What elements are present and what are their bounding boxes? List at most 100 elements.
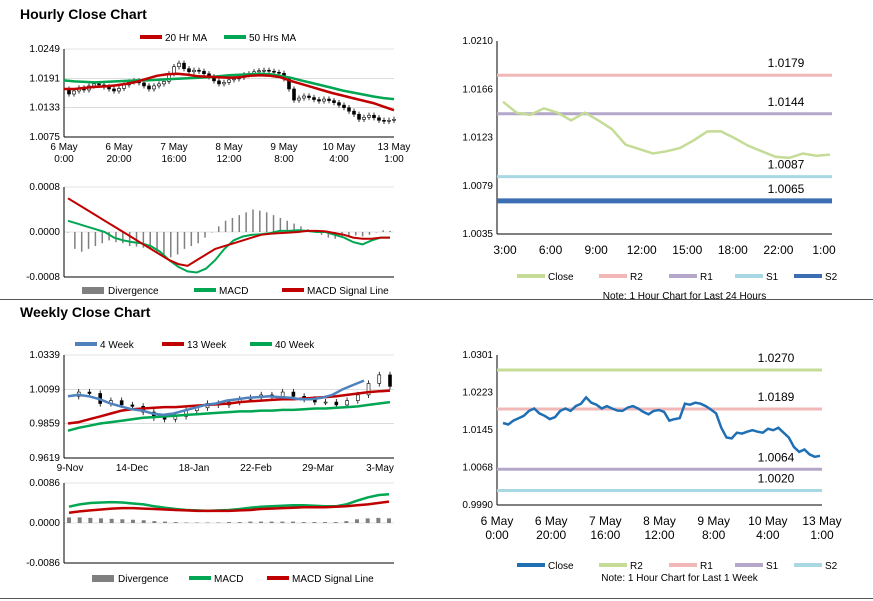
hourly-pivots-x-label: 9:00	[584, 243, 608, 257]
hourly-price-candle	[227, 79, 231, 83]
hourly-price-candle	[337, 102, 341, 106]
hourly-price-candle	[332, 100, 336, 103]
hourly-price-y-tick-label: 1.0075	[29, 132, 60, 143]
weekly-price-candle	[355, 394, 360, 401]
weekly-price-x-label: 9-Nov	[57, 463, 84, 474]
hourly-divergence-bar	[389, 230, 391, 232]
weekly-divergence-bar	[344, 521, 349, 523]
hourly-price-candle	[112, 88, 116, 92]
hourly-price-x-label: 1:00	[384, 154, 404, 165]
weekly-divergence-bar	[77, 517, 82, 523]
weekly-legend-signal-label: MACD Signal Line	[292, 574, 374, 585]
weekly-macd-y-tick-label: 0.0086	[29, 478, 60, 489]
hourly-divergence-bar	[238, 215, 241, 232]
hourly-price-candle	[202, 70, 206, 75]
hourly-price-y-tick-label: 1.0249	[29, 44, 60, 55]
weekly-pivots-note: Note: 1 Hour Chart for Last 1 Week	[601, 573, 759, 584]
weekly-price-candle	[119, 400, 124, 406]
hourly-divergence-bar	[87, 232, 90, 249]
hourly-legend-signal-label: MACD Signal Line	[307, 286, 389, 297]
weekly-divergence-bar	[301, 522, 306, 523]
hourly-price-x-label: 7 May	[160, 142, 187, 153]
hourly-price-candle	[357, 113, 361, 120]
weekly-divergence-bar	[333, 522, 338, 523]
weekly-pivots-x-label: 4:00	[756, 528, 780, 542]
hourly-divergence-bar	[265, 212, 268, 232]
hourly-pivots-x-label: 15:00	[672, 243, 702, 257]
hourly-20hr-ma-line	[64, 72, 395, 112]
weekly-pivots-y-tick-label: 1.0301	[462, 350, 493, 361]
hourly-pivots-y-tick-label: 1.0123	[462, 133, 493, 144]
weekly-pivots-legend-s1-label: S1	[766, 561, 779, 572]
hourly-price-candle	[267, 69, 271, 72]
hourly-price-candle	[192, 69, 196, 73]
weekly-divergence-bar	[312, 522, 317, 523]
hourly-price-x-label: 16:00	[161, 154, 186, 165]
weekly-price-candle	[388, 374, 392, 387]
hourly-divergence-bar	[368, 232, 371, 235]
hourly-price-x-label: 10 May	[323, 142, 356, 153]
weekly-price-candle	[377, 374, 382, 384]
weekly-pivots-x-label: 1:00	[810, 528, 834, 542]
weekly-divergence-bar	[227, 522, 231, 523]
hourly-pivots-x-label: 6:00	[539, 243, 563, 257]
hourly-divergence-bar	[259, 210, 261, 232]
hourly-price-candle	[257, 70, 261, 73]
hourly-price-x-label: 13 May	[378, 142, 411, 153]
bottom-divider	[0, 598, 873, 599]
hourly-pivots-level-label-s1: 1.0087	[768, 158, 805, 172]
hourly-price-candle	[72, 90, 76, 95]
hourly-price-candle	[317, 99, 321, 102]
weekly-divergence-bar	[120, 519, 125, 523]
hourly-divergence-bar	[217, 226, 220, 232]
hourly-pivots-level-label-r1: 1.0144	[768, 95, 805, 109]
weekly-pivots-y-tick-label: 1.0145	[462, 425, 493, 436]
hourly-divergence-bar	[300, 226, 302, 232]
hourly-price-candle	[92, 83, 96, 87]
hourly-price-candle	[312, 97, 316, 100]
hourly-price-candle	[392, 118, 396, 121]
hourly-price-candle	[292, 88, 296, 101]
weekly-legend-divergence-label: Divergence	[118, 574, 169, 585]
weekly-divergence-bar	[131, 519, 135, 523]
weekly-divergence-bar	[248, 521, 253, 523]
weekly-divergence-bar	[237, 522, 242, 523]
weekly-divergence-bar	[365, 518, 370, 523]
hourly-divergence-bar	[149, 232, 151, 249]
weekly-price-candle	[366, 383, 371, 396]
hourly-divergence-bar	[252, 209, 254, 232]
hourly-price-candle	[377, 117, 381, 121]
weekly-divergence-bar	[259, 521, 263, 523]
hourly-divergence-bar	[108, 232, 110, 241]
weekly-divergence-bar	[355, 519, 359, 523]
hourly-divergence-bar	[204, 232, 206, 238]
hourly-price-candle	[152, 85, 156, 90]
hourly-pivots-legend-r1-label: R1	[700, 272, 713, 283]
weekly-pivots-level-label-s2: 1.0020	[758, 472, 795, 486]
weekly-pivots-x-label: 12:00	[644, 528, 674, 542]
hourly-price-candle	[187, 68, 191, 73]
hourly-macd-y-tick-label: -0.0008	[26, 272, 60, 283]
hourly-price-x-label: 8:00	[274, 154, 294, 165]
weekly-price-candle	[345, 400, 349, 406]
weekly-divergence-bar	[195, 522, 199, 524]
hourly-pivots-x-label: 18:00	[718, 243, 748, 257]
weekly-pivots-x-label: 6 May	[481, 514, 514, 528]
hourly-price-x-label: 6 May	[50, 142, 77, 153]
weekly-divergence-bar	[323, 522, 327, 523]
hourly-pivots-legend-s1-label: S1	[766, 272, 779, 283]
hourly-divergence-bar	[156, 232, 158, 252]
hourly-pivots-y-tick-label: 1.0210	[462, 36, 493, 47]
hourly-price-x-label: 4:00	[329, 154, 349, 165]
hourly-pivots-x-label: 12:00	[627, 243, 657, 257]
weekly-legend-divergence-swatch	[92, 575, 114, 582]
weekly-price-y-tick-label: 1.0099	[29, 384, 60, 395]
hourly-price-candle	[372, 114, 376, 119]
hourly-macd-y-tick-label: 0.0000	[29, 227, 60, 238]
hourly-pivots-legend-s2-label: S2	[825, 272, 838, 283]
weekly-section-title: Weekly Close Chart	[20, 304, 151, 320]
weekly-pivots-x-label: 10 May	[748, 514, 787, 528]
hourly-price-candle	[322, 98, 326, 102]
weekly-pivots-x-label: 6 May	[535, 514, 568, 528]
hourly-divergence-bar	[190, 232, 193, 247]
